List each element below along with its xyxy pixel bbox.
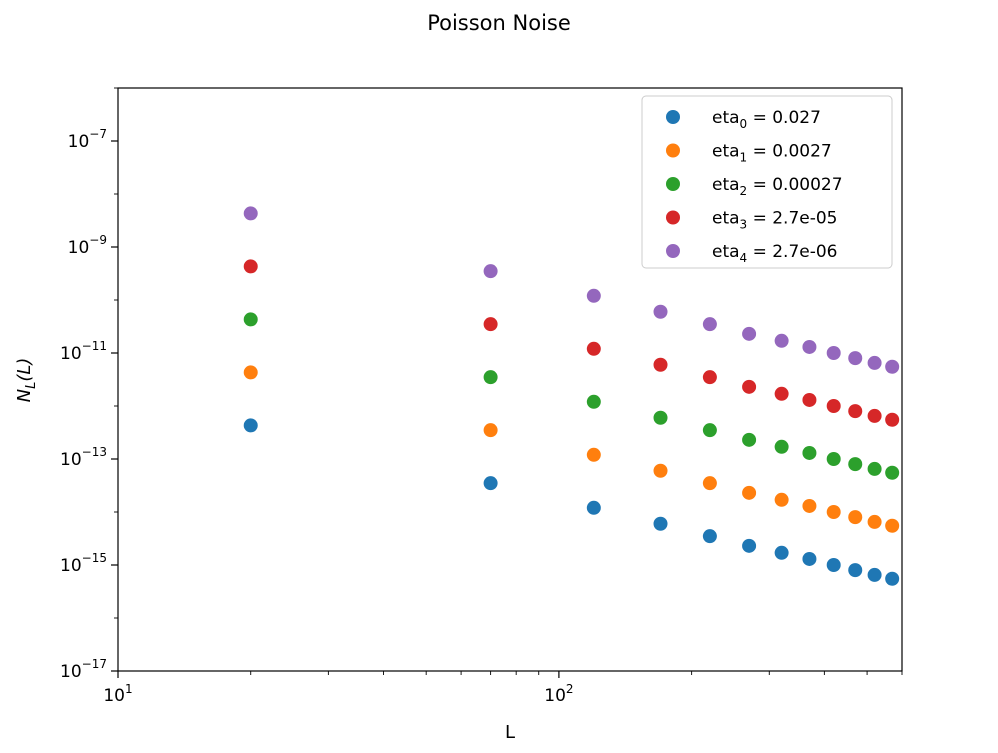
series-2-point	[774, 439, 789, 454]
series-4-point	[586, 288, 601, 303]
series-3-point	[702, 370, 717, 385]
series-2-point	[885, 465, 900, 480]
series-0-point	[653, 516, 668, 531]
series-0-point	[867, 567, 882, 582]
series-1-point	[848, 510, 863, 525]
y-tick-label: 10−17	[60, 657, 107, 682]
x-axis-ticks: 101 102	[103, 671, 903, 706]
series-3-point	[483, 317, 498, 332]
y-tick-label: 10−7	[68, 127, 107, 152]
legend-entry-3: eta3 = 2.7e-05	[712, 209, 838, 232]
legend-marker-0	[666, 110, 680, 124]
series-4-point	[483, 264, 498, 279]
series-2-point	[867, 461, 882, 476]
chart-title: Poisson Noise	[427, 11, 571, 35]
series-4-point	[774, 333, 789, 348]
series-0-point	[586, 500, 601, 515]
series-0-point	[885, 571, 900, 586]
series-2-point	[826, 452, 841, 466]
y-tick-label: 10−13	[60, 445, 107, 470]
series-3-point	[774, 386, 789, 401]
series-1-point	[653, 463, 668, 478]
series-4-point	[243, 206, 258, 221]
series-1-point	[243, 365, 258, 380]
series-3-point	[653, 357, 668, 372]
legend-entry-4: eta4 = 2.7e-06	[712, 242, 838, 265]
series-1-point	[586, 447, 601, 462]
y-axis-label-argument: (L)	[14, 358, 35, 382]
legend-marker-3	[666, 210, 680, 225]
legend-marker-1	[666, 143, 680, 158]
series-2-point	[702, 423, 717, 438]
series-3-point	[826, 399, 841, 413]
series-0-point	[742, 538, 757, 553]
series-2-point	[243, 312, 258, 327]
x-axis-label: L	[505, 722, 515, 743]
series-4-point	[848, 351, 863, 366]
series-3-point	[885, 412, 900, 427]
series-4-point	[826, 346, 841, 360]
y-tick-label: 10−15	[60, 551, 107, 576]
x-tick-label: 102	[544, 682, 573, 706]
scatter-points	[243, 206, 900, 586]
series-4-point	[653, 304, 668, 319]
series-2-point	[848, 457, 863, 472]
plot-frame	[117, 87, 903, 672]
series-1-point	[826, 505, 841, 519]
series-4-point	[742, 326, 757, 341]
legend: eta0 = 0.027 eta1 = 0.0027 eta2 = 0.00027 e…	[641, 95, 893, 269]
legend-marker-2	[666, 177, 680, 191]
series-0-point	[848, 563, 863, 578]
series-0-point	[826, 558, 841, 572]
legend-marker-4	[666, 244, 680, 258]
series-1-point	[702, 476, 717, 491]
series-4-point	[802, 339, 817, 354]
series-4-point	[867, 355, 882, 370]
series-3-point	[586, 341, 601, 356]
series-4-point	[885, 359, 900, 374]
series-0-point	[802, 551, 817, 566]
y-tick-label: 10−11	[60, 339, 107, 364]
series-1-point	[742, 485, 757, 500]
series-0-point	[774, 545, 789, 560]
series-2-point	[742, 432, 757, 447]
series-2-point	[802, 445, 817, 460]
y-axis-label: NL(L)	[14, 358, 39, 403]
y-axis-ticks: 10−17 10−15 10−13 10−11 10−9 10−7	[60, 87, 118, 682]
series-1-point	[774, 492, 789, 507]
y-axis-label-subscript: L	[24, 382, 39, 389]
series-2-point	[483, 370, 498, 385]
legend-entry-1: eta1 = 0.0027	[712, 142, 832, 165]
legend-entry-0: eta0 = 0.027	[712, 108, 821, 131]
x-tick-label: 101	[103, 682, 132, 706]
legend-box	[641, 95, 893, 269]
series-1-point	[867, 514, 882, 529]
series-1-point	[885, 518, 900, 533]
series-0-point	[483, 476, 498, 491]
series-0-point	[243, 418, 258, 433]
series-1-point	[483, 423, 498, 438]
y-axis-label-main: N	[14, 389, 35, 402]
series-2-point	[586, 394, 601, 409]
series-3-point	[243, 259, 258, 274]
y-tick-label: 10−9	[68, 233, 107, 258]
series-0-point	[702, 529, 717, 544]
series-3-point	[802, 392, 817, 407]
series-1-point	[802, 498, 817, 513]
series-3-point	[848, 404, 863, 419]
series-4-point	[702, 317, 717, 332]
series-2-point	[653, 410, 668, 425]
series-3-point	[867, 408, 882, 423]
series-3-point	[742, 379, 757, 394]
legend-entry-2: eta2 = 0.00027	[712, 175, 843, 198]
